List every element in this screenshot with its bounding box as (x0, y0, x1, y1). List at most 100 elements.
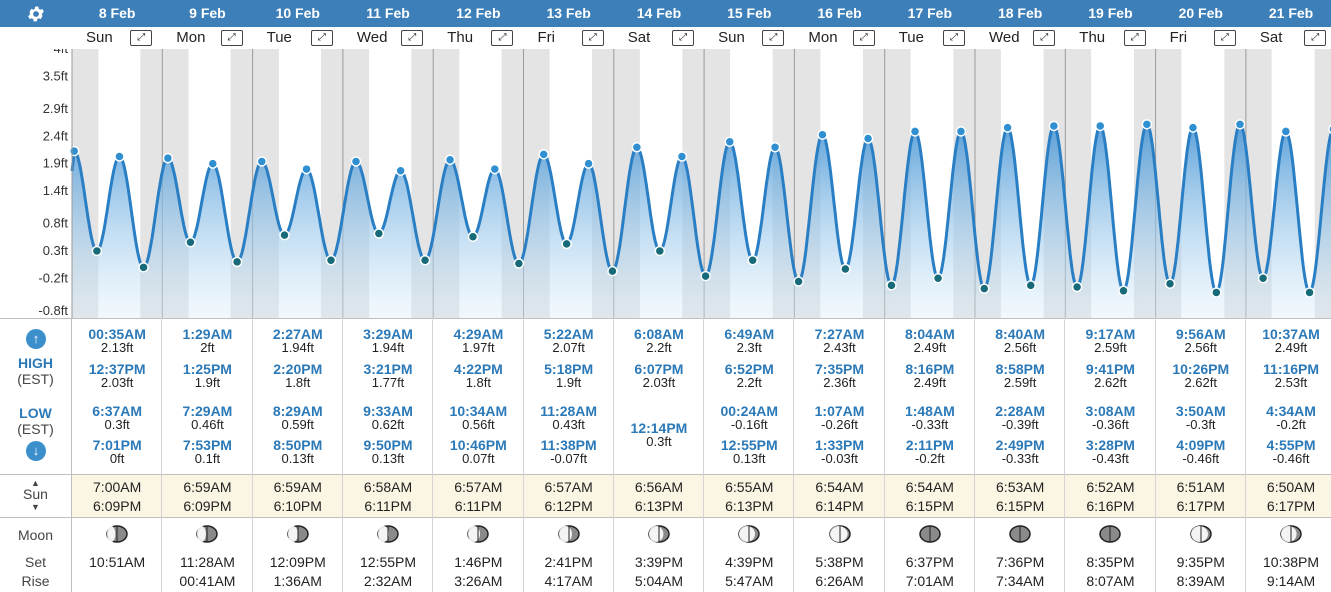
low-tide-point (561, 238, 572, 250)
low-tide-height: 0.07ft (462, 451, 495, 466)
low-tide-height: 0.3ft (104, 417, 130, 432)
date-header-cell: 13 Feb (546, 5, 591, 21)
y-tick-label: -0.8ft (38, 303, 68, 318)
high-tide-point (68, 145, 80, 157)
moonset-time: 12:09PM (269, 554, 326, 570)
high-tide-height: 1.9ft (194, 375, 221, 390)
date-header-cell: 12 Feb (456, 5, 501, 21)
column-divider (161, 318, 163, 592)
low-tide-height: -0.36ft (1092, 417, 1129, 432)
moonset-time: 3:39PM (634, 554, 684, 570)
moonset-time: 8:35PM (1086, 554, 1135, 570)
high-tide-time: 9:41PM (1085, 361, 1135, 377)
low-tide-point (886, 280, 897, 291)
high-tide-time: 6:49AM (724, 326, 775, 342)
expand-day-button[interactable]: ⤢ (130, 30, 153, 46)
high-tide-point (1328, 124, 1331, 134)
high-tide-point (444, 154, 456, 166)
sunset-time: 6:15PM (905, 498, 954, 514)
moon-phase-icon (105, 525, 129, 543)
low-tide-height: 0.56ft (462, 417, 495, 432)
low-tide-height: 0.13ft (371, 451, 405, 466)
expand-day-button[interactable]: ⤢ (491, 30, 514, 46)
high-tide-time: 3:29AM (363, 326, 413, 342)
column-divider (1064, 318, 1066, 592)
weekday-cell: Sat ⤢ (1246, 27, 1331, 49)
high-tide-time: 8:04AM (904, 326, 955, 342)
moonrise-time: 7:01AM (905, 573, 954, 589)
expand-day-button[interactable]: ⤢ (672, 30, 695, 46)
low-tide-point (700, 270, 711, 282)
expand-day-button[interactable]: ⤢ (852, 30, 875, 46)
high-tide-point (1048, 120, 1060, 132)
high-tide-height: 2.53ft (1274, 375, 1308, 390)
expand-day-button[interactable]: ⤢ (581, 30, 604, 46)
sunrise-time: 6:54AM (905, 479, 954, 495)
low-tide-time: 11:28AM (540, 403, 598, 419)
tide-area (72, 124, 1331, 318)
high-tide-point (955, 126, 967, 137)
low-tide-point (1257, 273, 1269, 284)
high-tide-point (1094, 120, 1106, 132)
expand-day-button[interactable]: ⤢ (220, 30, 243, 46)
sunset-time: 6:12PM (544, 498, 593, 514)
high-tide-height: 2.43ft (823, 340, 856, 355)
y-tick-label: 1.9ft (43, 156, 69, 171)
high-tide-point (862, 133, 874, 144)
high-tide-point (162, 152, 174, 164)
high-tide-height: 1.77ft (371, 375, 405, 390)
y-tick-label: -0.2ft (38, 270, 68, 285)
y-tick-label: 2.4ft (43, 128, 69, 143)
expand-day-button[interactable]: ⤢ (1213, 30, 1236, 46)
sun-up-arrow-icon: ▲ (31, 478, 40, 488)
weekday-label: Fri (1169, 29, 1188, 46)
high-tide-time: 1:29AM (182, 326, 233, 342)
date-header-cell: 21 Feb (1268, 5, 1314, 21)
high-tide-time: 4:29AM (453, 326, 504, 342)
low-tide-height: -0.39ft (1001, 417, 1039, 432)
high-tide-point (395, 165, 406, 176)
high-tide-height: 2.2ft (646, 340, 672, 355)
expand-day-button[interactable]: ⤢ (762, 30, 785, 46)
moon-phase-icon (195, 525, 219, 543)
tide-chart: 4ft 3.5ft 2.9ft 2.4ft 1.9ft 1.4ft 0.8ft 0.3ft -0… (0, 49, 1331, 318)
low-tide-point (654, 245, 666, 257)
expand-day-button[interactable]: ⤢ (401, 30, 424, 46)
low-tide-time: 8:50PM (273, 437, 323, 453)
high-tide-point (350, 156, 362, 167)
column-divider (612, 318, 614, 592)
weekday-label: Tue (266, 29, 292, 46)
low-tide-time: 2:49PM (995, 437, 1045, 453)
sunset-time: 6:16PM (1086, 498, 1135, 514)
high-tide-point (676, 151, 688, 162)
weekday-cell: Tue ⤢ (253, 27, 343, 49)
expand-day-button[interactable]: ⤢ (1123, 30, 1146, 46)
weekday-cell: Fri ⤢ (1156, 27, 1246, 49)
low-tide-height: 0.62ft (371, 417, 405, 432)
moon-phase-icon (828, 525, 852, 543)
moonset-time: 9:35PM (1176, 554, 1225, 570)
high-tide-time: 10:37AM (1262, 326, 1320, 342)
moonrise-time: 8:39AM (1176, 573, 1225, 589)
sunset-time: 6:13PM (634, 498, 684, 514)
moonrise-time: 8:07AM (1086, 573, 1135, 589)
high-tide-point (301, 163, 312, 175)
date-header-cell: 18 Feb (997, 5, 1043, 21)
expand-day-button[interactable]: ⤢ (310, 30, 333, 46)
low-tide-point (138, 262, 149, 273)
expand-day-button[interactable]: ⤢ (1033, 30, 1056, 46)
expand-day-button[interactable]: ⤢ (1304, 30, 1327, 46)
moonrise-time: 7:34AM (996, 573, 1045, 589)
expand-day-button[interactable]: ⤢ (942, 30, 965, 46)
low-tide-time: 2:28AM (995, 403, 1046, 419)
high-tide-point (1002, 122, 1013, 133)
high-tide-time: 7:27AM (814, 326, 865, 342)
low-tide-point (1025, 280, 1036, 291)
low-tide-height: -0.07ft (550, 451, 588, 466)
high-tide-height: 2.49ft (1274, 340, 1308, 355)
low-label: LOW (19, 405, 52, 421)
gear-icon[interactable] (0, 0, 71, 27)
low-tide-height: -0.16ft (730, 417, 768, 432)
high-tide-time: 6:52PM (724, 361, 774, 377)
moon-phase-icon (918, 525, 942, 543)
